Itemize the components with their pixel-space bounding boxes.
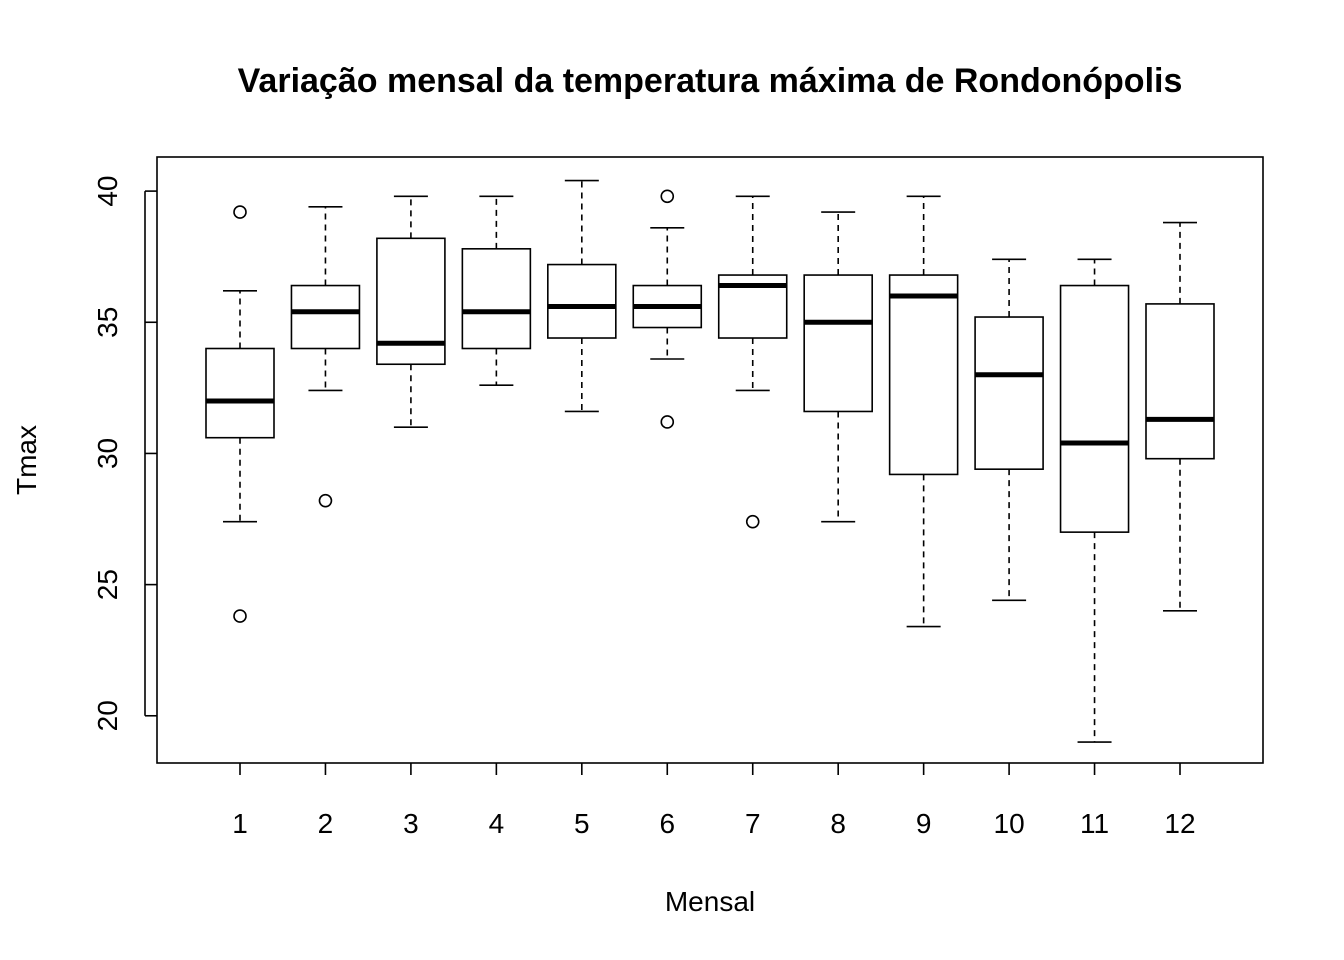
iqr-box-12 (1145, 303, 1215, 460)
iqr-box-11 (1059, 284, 1130, 533)
outlier-1-1 (233, 205, 247, 219)
outlier-6-1 (660, 189, 675, 204)
x-tick-label-6: 6 (659, 808, 675, 839)
x-tick-label-5: 5 (574, 808, 590, 839)
x-tick-label-12: 12 (1164, 808, 1195, 839)
box-2 (290, 206, 361, 508)
chart-title: Variação mensal da temperatura máxima de… (238, 62, 1183, 100)
x-axis-label: Mensal (665, 886, 755, 917)
x-tick-label-10: 10 (994, 808, 1025, 839)
box-7 (717, 195, 788, 529)
x-tick-label-8: 8 (830, 808, 846, 839)
plot-area (156, 156, 1264, 764)
box-5 (547, 179, 617, 413)
chart-marks (205, 179, 1215, 743)
x-tick-label-9: 9 (916, 808, 932, 839)
y-tick-label-30: 30 (92, 438, 123, 469)
box-6 (632, 189, 703, 429)
y-tick-label-40: 40 (92, 176, 123, 207)
box-3 (376, 195, 446, 429)
box-1 (205, 205, 275, 623)
outlier-2-1 (318, 493, 333, 508)
iqr-box-1 (205, 347, 275, 439)
iqr-box-4 (461, 248, 532, 350)
y-axis-label: Tmax (11, 425, 42, 495)
iqr-box-5 (547, 263, 617, 339)
iqr-box-10 (974, 316, 1044, 470)
outlier-6-2 (660, 415, 675, 429)
x-tick-label-3: 3 (403, 808, 419, 839)
box-12 (1145, 221, 1215, 612)
x-tick-label-4: 4 (489, 808, 505, 839)
y-tick-label-25: 25 (92, 569, 123, 600)
outlier-1-2 (233, 609, 247, 623)
x-tick-label-2: 2 (318, 808, 334, 839)
y-axis: 20 25 30 35 40 (92, 176, 157, 731)
iqr-box-9 (888, 274, 959, 476)
x-tick-label-1: 1 (232, 808, 248, 839)
x-tick-label-7: 7 (745, 808, 761, 839)
x-tick-label-11: 11 (1080, 808, 1109, 839)
box-4 (461, 195, 532, 387)
iqr-box-2 (290, 284, 361, 350)
x-axis: 1 2 3 4 5 6 7 8 9 10 11 12 (232, 763, 1196, 839)
box-9 (888, 195, 959, 628)
outlier-7-1 (745, 514, 760, 529)
box-8 (803, 211, 873, 523)
box-11 (1059, 258, 1130, 743)
y-tick-label-20: 20 (92, 700, 123, 731)
y-tick-label-35: 35 (92, 307, 123, 338)
iqr-box-8 (803, 274, 873, 413)
box-10 (974, 258, 1044, 602)
